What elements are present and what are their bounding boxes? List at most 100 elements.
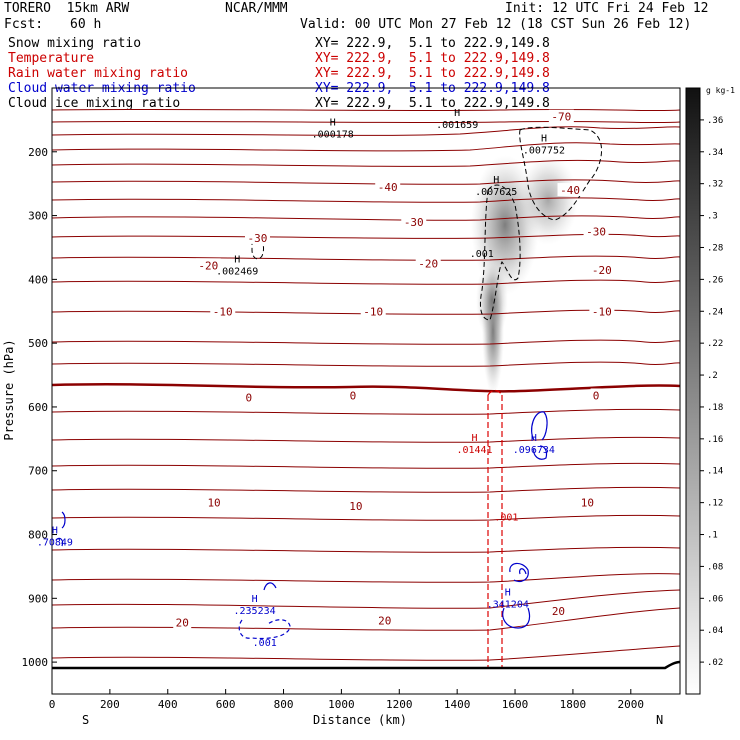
- isotherm-label: 10: [349, 500, 362, 513]
- isotherm-label: -30: [248, 232, 268, 245]
- isotherm-label-bg: [210, 304, 236, 318]
- y-tick-label: 300: [28, 210, 48, 223]
- maximum-marker: H: [330, 117, 336, 128]
- isotherm-line: [51, 215, 681, 221]
- contour-value-label: .001: [494, 512, 518, 523]
- isotherm-line: [51, 159, 681, 167]
- legend-range-cloud-ice: XY= 222.9, 5.1 to 222.9,149.8: [315, 96, 550, 111]
- isotherm-label: -20: [418, 257, 438, 270]
- isotherm-label: 20: [176, 617, 189, 630]
- isotherm-line: [51, 142, 681, 152]
- x-tick-label: 1000: [328, 698, 355, 711]
- isotherm-label: 0: [593, 389, 600, 402]
- isotherm-line: [51, 126, 681, 136]
- maximum-value: .000178: [312, 129, 354, 140]
- x-tick-label: 200: [100, 698, 120, 711]
- isotherm-label-bg: [346, 498, 365, 512]
- maximum-marker: H: [52, 526, 58, 537]
- y-tick-label: 400: [28, 273, 48, 286]
- maximum-labels: H.000178H.001659H.007752H.007625H.002469…: [37, 108, 565, 649]
- y-tick-label: 900: [28, 592, 48, 605]
- isotherm-label: -70: [551, 111, 571, 124]
- y-tick-label: 1000: [22, 656, 49, 669]
- x-tick-label: 1400: [444, 698, 471, 711]
- isotherm-label-bg: [195, 258, 221, 272]
- isotherm-label-bg: [583, 224, 609, 238]
- colorbar-tick-label: .1: [707, 531, 718, 541]
- isotherm-label-bg: [243, 390, 255, 404]
- contour-value-label: .001: [470, 249, 494, 260]
- isotherm-label-bg: [375, 613, 394, 627]
- x-tick-label: 0: [49, 698, 56, 711]
- isotherm-line: [51, 408, 681, 415]
- isotherm-label-bg: [589, 304, 615, 318]
- maximum-value: .002469: [216, 267, 258, 278]
- rain-contours: [487, 389, 503, 668]
- isotherm-label: 20: [552, 605, 565, 618]
- isotherm-label: -10: [592, 305, 612, 318]
- isotherm-line: [51, 436, 681, 443]
- legend-label-rain: Rain water mixing ratio: [8, 66, 189, 81]
- x-tick-label: 400: [158, 698, 178, 711]
- isotherm-label: 0: [245, 391, 252, 404]
- isotherm-label: -30: [404, 216, 424, 229]
- colorbar-tick-label: .32: [707, 180, 723, 190]
- isotherm-label-bg: [173, 615, 192, 629]
- maximum-marker: H: [531, 433, 537, 444]
- x-axis-end-left: S: [82, 713, 89, 727]
- isotherm-label: 10: [207, 497, 220, 510]
- isotherm-label-bg: [589, 262, 615, 276]
- maximum-marker: H: [472, 433, 478, 444]
- maximum-value: .007752: [523, 145, 565, 156]
- isotherm-label-bg: [557, 183, 583, 197]
- plot-frame: [51, 87, 681, 695]
- isotherm-label: -10: [363, 305, 383, 318]
- isotherm-label: -30: [586, 226, 606, 239]
- isotherm-label: -20: [198, 259, 218, 272]
- y-tick-label: 500: [28, 337, 48, 350]
- x-tick-label: 2000: [618, 698, 645, 711]
- isotherm-line: [51, 607, 681, 631]
- isotherm-line: [51, 486, 681, 493]
- maximum-value: .007625: [475, 187, 517, 198]
- isotherm-line: [51, 179, 681, 185]
- maximum-value: .001659: [436, 120, 478, 131]
- colorbar-tick-label: .18: [707, 403, 723, 413]
- x-tick-label: 1600: [502, 698, 529, 711]
- isotherm-label-bg: [415, 256, 441, 270]
- isotherm-label-bg: [548, 109, 574, 123]
- legend-range-rain: XY= 222.9, 5.1 to 222.9,149.8: [315, 66, 550, 81]
- isotherm-label: -40: [560, 184, 580, 197]
- maximum-value: .341204: [487, 600, 529, 611]
- isotherm-label: 20: [378, 615, 391, 628]
- isotherm-line: [51, 233, 681, 239]
- isotherm-label-bg: [244, 230, 270, 244]
- colorbar-tick-label: .16: [707, 435, 723, 445]
- y-axis-label: Pressure (hPa): [2, 339, 16, 440]
- isotherm-label: 10: [581, 497, 594, 510]
- x-tick-label: 1200: [386, 698, 413, 711]
- colorbar-units: g kg-1: [706, 86, 735, 95]
- maximum-value: .096734: [513, 445, 555, 456]
- isotherm-line: [51, 462, 681, 469]
- legend-range-temperature: XY= 222.9, 5.1 to 222.9,149.8: [315, 51, 550, 66]
- maximum-marker: H: [252, 594, 258, 605]
- x-axis-ticks: 0 200 400 600 800 1000 1200 1400 1600 1800 2000: [49, 689, 644, 711]
- isotherm-line: [51, 108, 681, 112]
- isotherm-line: [51, 197, 681, 203]
- isotherm-line: [51, 309, 681, 315]
- contour-value-label: .001: [253, 638, 277, 649]
- init-time: Init: 12 UTC Fri 24 Feb 12: [505, 1, 709, 16]
- legend-range-snow: XY= 222.9, 5.1 to 222.9,149.8: [315, 36, 550, 51]
- maximum-marker: H: [493, 175, 499, 186]
- isotherm-labels: -70 -40 -40 -30 -30 -30 -20 -20 -20 -10 -10 -10 0 0 0 1…: [173, 109, 615, 630]
- colorbar-tick-label: .2: [707, 371, 718, 381]
- maximum-marker: H: [454, 108, 460, 119]
- maximum-marker: H: [541, 133, 547, 144]
- isotherm-label-bg: [347, 388, 359, 402]
- isotherm-label-bg: [590, 388, 602, 402]
- isotherm-line: [51, 339, 681, 345]
- colorbar-tick-label: .14: [707, 467, 723, 477]
- legend-label-temperature: Temperature: [8, 51, 95, 66]
